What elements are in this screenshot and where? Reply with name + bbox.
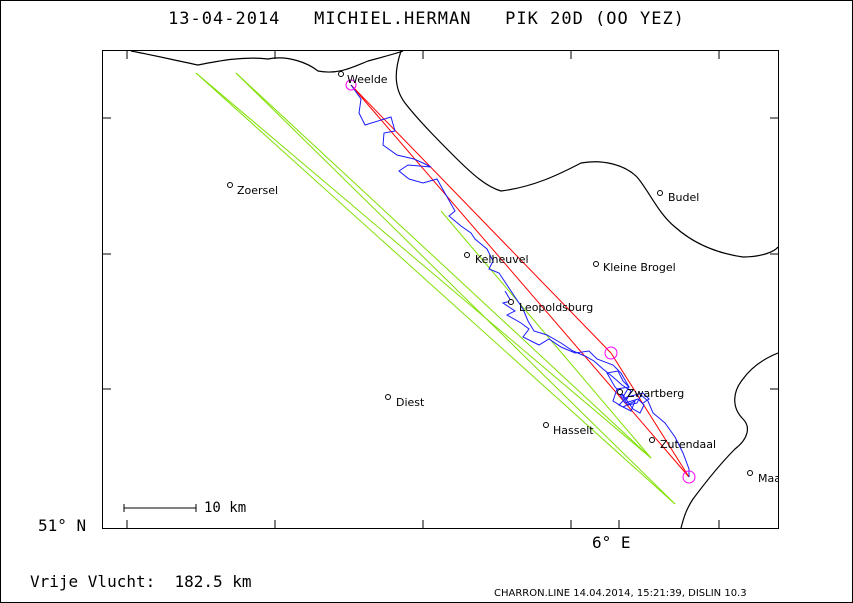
city-label-zutendaal: Zutendaal — [660, 438, 717, 451]
map-area: Weelde Zoersel Budel Kelheuvel Kleine Br… — [102, 50, 779, 529]
finish-point — [682, 470, 696, 484]
plot-title: 13-04-2014 MICHIEL.HERMAN PIK 20D (OO YE… — [0, 9, 853, 29]
flight-track-detail — [501, 290, 650, 412]
city-label-weelde: Weelde — [347, 73, 388, 86]
city-marker — [747, 470, 753, 476]
flight-date: 13-04-2014 — [168, 9, 281, 29]
pilot-name: MICHIEL.HERMAN — [314, 9, 472, 29]
city-marker — [227, 182, 233, 188]
distance-value: 182.5 km — [174, 572, 252, 591]
wind-lines — [195, 72, 676, 505]
task-leg — [350, 84, 690, 478]
wind-line — [195, 72, 652, 459]
scale-bar-label: 10 km — [204, 500, 247, 516]
city-markers — [227, 71, 753, 476]
city-label-kelheuvel: Kelheuvel — [475, 253, 529, 266]
flight-track — [350, 84, 690, 477]
scale-bar — [123, 504, 197, 512]
city-marker — [617, 389, 623, 395]
task-leg — [610, 352, 690, 478]
border-east — [680, 352, 778, 528]
city-marker — [464, 252, 470, 258]
turnpoint — [604, 346, 618, 360]
city-marker — [657, 190, 663, 196]
turnpoints — [345, 79, 696, 484]
task-line — [350, 84, 690, 478]
wind-line — [235, 72, 652, 459]
country-borders — [130, 51, 778, 528]
city-marker — [385, 394, 391, 400]
city-marker — [543, 422, 549, 428]
wind-line — [195, 72, 676, 505]
city-label-maastricht: Maastricht — [758, 472, 778, 485]
city-label-diest: Diest — [396, 396, 425, 409]
city-label-kleine-brogel: Kleine Brogel — [603, 261, 676, 274]
city-marker — [508, 299, 514, 305]
footer-credit: CHARRON.LINE 14.04.2014, 15:21:39, DISLI… — [494, 588, 747, 599]
city-marker — [338, 71, 344, 77]
city-marker — [593, 261, 599, 267]
city-label-hasselt: Hasselt — [553, 424, 594, 437]
longitude-label: 6° E — [592, 533, 631, 552]
latitude-label: 51° N — [38, 516, 87, 535]
axis-ticks — [103, 51, 778, 528]
distance-label: Vrije Vlucht: — [30, 572, 156, 591]
flight-distance: Vrije Vlucht: 182.5 km — [30, 572, 252, 591]
map-canvas — [103, 51, 778, 528]
city-label-zwartberg: Zwartberg — [627, 387, 685, 400]
glider-id: PIK 20D (OO YEZ) — [505, 9, 685, 29]
city-label-budel: Budel — [668, 191, 700, 204]
start-point — [345, 79, 357, 91]
border-netherlands-north — [130, 51, 404, 73]
wind-line — [235, 72, 676, 505]
city-label-leopoldsburg: Leopoldsburg — [519, 301, 594, 314]
city-label-zoersel: Zoersel — [237, 184, 279, 197]
border-belgium-netherlands — [395, 51, 778, 258]
city-marker — [649, 437, 655, 443]
